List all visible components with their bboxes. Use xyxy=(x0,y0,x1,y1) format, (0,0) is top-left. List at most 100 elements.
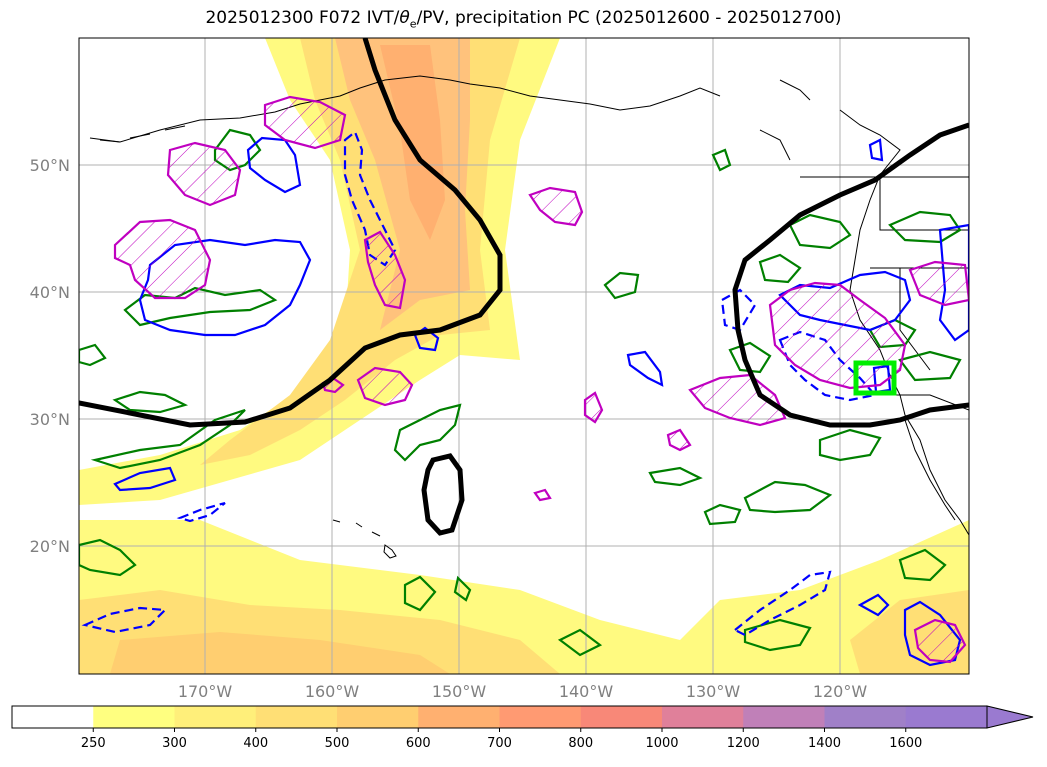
lat-label-50n: 50°N xyxy=(30,156,70,175)
precip-contour-southeast xyxy=(743,618,812,652)
pv-contour-dashed-central xyxy=(343,130,397,267)
pv-contour-west xyxy=(138,238,312,337)
precip-contour-offshore-1 xyxy=(728,341,772,374)
lon-label-160w: 160°W xyxy=(305,682,360,701)
colorbar-swatch xyxy=(580,706,663,728)
pv-contour-dashed-southeast xyxy=(732,570,832,637)
pv-contour-aleutian xyxy=(246,136,302,194)
precip-contour-west-edge xyxy=(79,538,137,577)
precip-contour-offshore-3 xyxy=(743,480,833,514)
lon-label-130w: 130°W xyxy=(686,682,741,701)
hatch-contour-central xyxy=(356,366,414,407)
colorbar-swatch xyxy=(174,706,257,728)
hatch-contour-southeast xyxy=(913,618,967,664)
colorbar-tick-label: 500 xyxy=(325,736,350,751)
alaska-coast xyxy=(89,75,721,143)
ivt-shading xyxy=(79,38,969,674)
precip-contour-coast-1 xyxy=(788,213,852,250)
colorbar-swatch xyxy=(743,706,825,728)
hatch-contour-mid xyxy=(583,391,604,424)
precip-contour-west-lower xyxy=(112,390,189,414)
precip-contours xyxy=(79,128,962,657)
lon-label-150w: 150°W xyxy=(432,682,487,701)
colorbar: 250 300 400 500 600 700 800 1000 1200 1400 1600 xyxy=(11,705,1034,751)
pv-contour-south-small xyxy=(857,593,890,617)
pv-contour-baja xyxy=(903,600,962,667)
colorbar-tick-label: 800 xyxy=(568,736,593,751)
colorbar-swatch xyxy=(12,706,94,728)
precip-contour-mid-pacific xyxy=(603,271,640,300)
precip-contour-offshore-4 xyxy=(648,466,703,487)
hatch-contour-central-north xyxy=(363,230,407,310)
colorbar-tick-label: 1200 xyxy=(727,736,760,751)
colorbar-swatch xyxy=(662,706,744,728)
hatch-contour-west xyxy=(113,218,212,300)
lon-label-170w: 170°W xyxy=(178,682,233,701)
latitude-labels: 50°N 40°N 30°N 20°N xyxy=(30,156,70,556)
colorbar-tick-label: 1400 xyxy=(808,736,841,751)
figure-title: 2025012300 F072 IVT/θe/PV, precipitation… xyxy=(0,8,1047,30)
colorbar-swatch xyxy=(255,706,338,728)
precip-contour-coast-3 xyxy=(758,253,802,284)
ivt-core-peak xyxy=(380,45,445,240)
map-frame xyxy=(78,37,970,675)
hatch-contour-aleutian-south xyxy=(166,141,242,207)
aleutian-chain xyxy=(99,125,186,143)
hatch-contour-mid-south xyxy=(666,428,692,452)
colorbar-swatches xyxy=(12,706,988,728)
longitude-labels: 170°W 160°W 150°W 140°W 130°W 120°W xyxy=(178,682,868,701)
lon-label-140w: 140°W xyxy=(559,682,614,701)
hatch-contour-mid-north xyxy=(528,186,584,227)
ivt-south-band-core xyxy=(110,632,450,674)
hatch-contour-offshore xyxy=(688,373,787,427)
title-theta-sub: e xyxy=(409,17,417,31)
colorbar-swatch xyxy=(337,706,419,728)
state-border-3 xyxy=(899,268,931,371)
colorbar-tick-label: 300 xyxy=(162,736,187,751)
title-prefix: 2025012300 F072 IVT/ xyxy=(205,8,400,28)
colorbar-tick-label: 250 xyxy=(81,736,106,751)
target-region-box[interactable] xyxy=(853,360,897,396)
lat-label-40n: 40°N xyxy=(30,283,70,302)
hatch-contour-east xyxy=(908,260,969,307)
map-panel[interactable] xyxy=(79,38,969,674)
colorbar-swatch xyxy=(499,706,582,728)
pv-contour-gulf xyxy=(868,138,884,162)
hatch-contour-aleutian-north xyxy=(263,95,347,150)
colorbar-tick-label: 1600 xyxy=(889,736,922,751)
colorbar-extend-arrow xyxy=(986,705,1034,729)
theta-contour-main xyxy=(79,38,503,428)
precip-contour-offshore-2 xyxy=(703,503,742,526)
pv-contour-mid xyxy=(626,350,664,387)
precip-contour-southern-california xyxy=(818,428,882,462)
theta-contours xyxy=(79,38,969,536)
precip-contour-gulf-alaska xyxy=(711,148,732,172)
colorbar-tick-label: 600 xyxy=(406,736,431,751)
colorbar-tick-label: 1000 xyxy=(645,736,678,751)
colorbar-tick-label: 400 xyxy=(243,736,268,751)
colorbar-swatch xyxy=(905,706,988,728)
precip-contour-southwest-band xyxy=(90,408,246,470)
lon-label-120w: 120°W xyxy=(813,682,868,701)
precip-contour-coast-5 xyxy=(898,350,962,382)
theta-contour-east xyxy=(732,122,969,428)
precip-contour-central-right xyxy=(453,575,472,602)
hawaii-islands xyxy=(332,519,397,559)
colorbar-tick-label: 700 xyxy=(487,736,512,751)
bc-islands xyxy=(759,79,811,161)
pv-contour-dashed-west-lower xyxy=(176,501,226,523)
colorbar-swatch xyxy=(418,706,500,728)
pv-contours xyxy=(81,130,969,667)
precip-contour-central xyxy=(393,403,462,462)
baja-coast xyxy=(904,419,956,521)
pv-contour-central-small xyxy=(413,326,440,352)
precip-contour-coast-2 xyxy=(888,210,962,244)
title-suffix: /PV, precipitation PC (2025012600 - 2025… xyxy=(416,8,842,28)
hatch-contour-tiny xyxy=(533,488,552,502)
pv-contour-southwest xyxy=(113,466,177,492)
precip-contour-south-center xyxy=(557,628,603,657)
precip-contour-central-south xyxy=(403,575,437,612)
title-theta: θ xyxy=(399,8,410,28)
colorbar-ticks: 250 300 400 500 600 700 800 1000 1200 1400 1600 xyxy=(81,728,922,751)
